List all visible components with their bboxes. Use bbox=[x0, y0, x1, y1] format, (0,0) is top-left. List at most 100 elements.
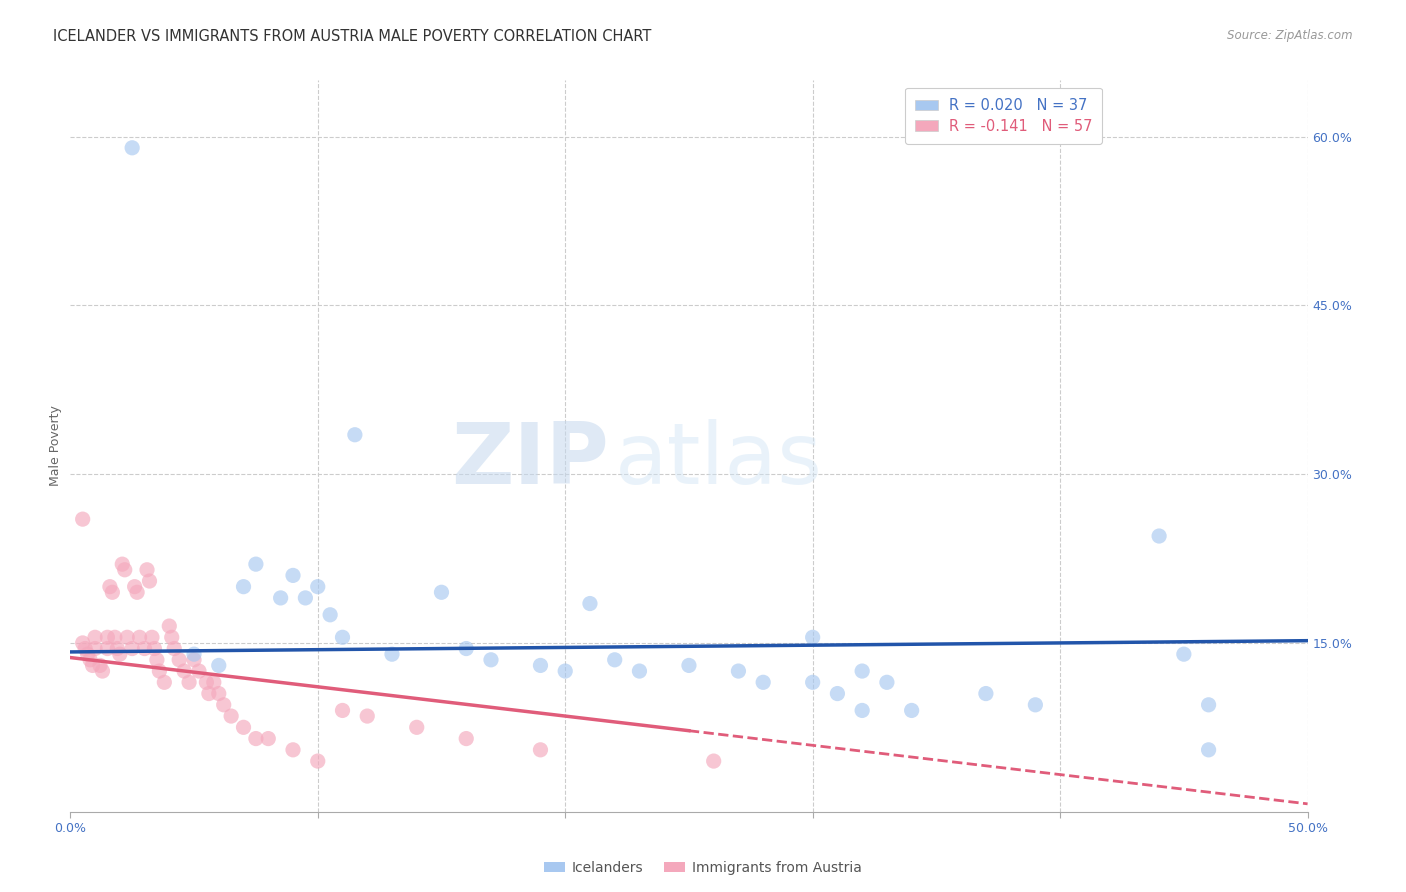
Point bbox=[183, 653, 205, 667]
Point bbox=[177, 675, 200, 690]
Point bbox=[134, 641, 156, 656]
Point bbox=[232, 580, 254, 594]
Point bbox=[319, 607, 342, 622]
Point bbox=[124, 580, 146, 594]
Point bbox=[195, 675, 218, 690]
Point bbox=[1147, 529, 1170, 543]
Point bbox=[245, 557, 267, 571]
Point bbox=[356, 709, 378, 723]
Point bbox=[245, 731, 267, 746]
Point bbox=[128, 630, 150, 644]
Point bbox=[678, 658, 700, 673]
Point bbox=[96, 630, 118, 644]
Point bbox=[127, 585, 149, 599]
Point bbox=[1173, 647, 1195, 661]
Point bbox=[332, 630, 354, 644]
Point bbox=[72, 636, 94, 650]
Point bbox=[752, 675, 775, 690]
Point bbox=[876, 675, 898, 690]
Point bbox=[198, 687, 221, 701]
Point bbox=[257, 731, 280, 746]
Point bbox=[703, 754, 725, 768]
Point bbox=[173, 664, 195, 678]
Point bbox=[202, 675, 225, 690]
Point bbox=[79, 653, 101, 667]
Point bbox=[628, 664, 651, 678]
Point bbox=[89, 658, 111, 673]
Point bbox=[141, 630, 163, 644]
Point bbox=[157, 619, 180, 633]
Point bbox=[281, 568, 304, 582]
Point bbox=[1198, 698, 1220, 712]
Point bbox=[1198, 743, 1220, 757]
Point bbox=[136, 563, 159, 577]
Point bbox=[163, 641, 186, 656]
Text: ICELANDER VS IMMIGRANTS FROM AUSTRIA MALE POVERTY CORRELATION CHART: ICELANDER VS IMMIGRANTS FROM AUSTRIA MAL… bbox=[53, 29, 652, 44]
Point bbox=[208, 658, 231, 673]
Point bbox=[579, 597, 602, 611]
Point bbox=[208, 687, 231, 701]
Point bbox=[827, 687, 849, 701]
Point bbox=[727, 664, 749, 678]
Text: ZIP: ZIP bbox=[451, 419, 609, 502]
Point bbox=[801, 630, 824, 644]
Point bbox=[84, 630, 107, 644]
Point bbox=[332, 703, 354, 717]
Point bbox=[104, 630, 127, 644]
Point bbox=[96, 641, 118, 656]
Point bbox=[146, 653, 169, 667]
Point bbox=[82, 658, 104, 673]
Point bbox=[603, 653, 626, 667]
Point bbox=[72, 512, 94, 526]
Point bbox=[115, 630, 138, 644]
Point bbox=[479, 653, 502, 667]
Point bbox=[98, 580, 121, 594]
Text: atlas: atlas bbox=[614, 419, 823, 502]
Point bbox=[974, 687, 997, 701]
Point bbox=[188, 664, 211, 678]
Point bbox=[232, 720, 254, 734]
Point bbox=[153, 675, 176, 690]
Point bbox=[114, 563, 136, 577]
Point bbox=[108, 647, 131, 661]
Point bbox=[148, 664, 170, 678]
Point bbox=[105, 641, 128, 656]
Point bbox=[456, 731, 478, 746]
Point bbox=[75, 641, 97, 656]
Text: Source: ZipAtlas.com: Source: ZipAtlas.com bbox=[1227, 29, 1353, 42]
Point bbox=[529, 743, 551, 757]
Point bbox=[160, 630, 183, 644]
Point bbox=[270, 591, 292, 605]
Point bbox=[91, 664, 114, 678]
Point bbox=[343, 427, 366, 442]
Point bbox=[529, 658, 551, 673]
Point bbox=[212, 698, 235, 712]
Point bbox=[167, 653, 190, 667]
Point bbox=[1024, 698, 1046, 712]
Point bbox=[456, 641, 478, 656]
Point bbox=[307, 580, 329, 594]
Point bbox=[111, 557, 134, 571]
Point bbox=[281, 743, 304, 757]
Y-axis label: Male Poverty: Male Poverty bbox=[49, 406, 62, 486]
Point bbox=[801, 675, 824, 690]
Point bbox=[183, 647, 205, 661]
Point bbox=[554, 664, 576, 678]
Point bbox=[294, 591, 316, 605]
Point bbox=[138, 574, 160, 588]
Point bbox=[121, 641, 143, 656]
Point bbox=[381, 647, 404, 661]
Legend: R = 0.020   N = 37, R = -0.141   N = 57: R = 0.020 N = 37, R = -0.141 N = 57 bbox=[905, 87, 1102, 144]
Point bbox=[851, 664, 873, 678]
Point bbox=[430, 585, 453, 599]
Point bbox=[219, 709, 242, 723]
Point bbox=[76, 647, 98, 661]
Point bbox=[307, 754, 329, 768]
Legend: Icelanders, Immigrants from Austria: Icelanders, Immigrants from Austria bbox=[538, 855, 868, 880]
Point bbox=[851, 703, 873, 717]
Point bbox=[84, 641, 107, 656]
Point bbox=[900, 703, 922, 717]
Point bbox=[101, 585, 124, 599]
Point bbox=[143, 641, 166, 656]
Point bbox=[121, 141, 143, 155]
